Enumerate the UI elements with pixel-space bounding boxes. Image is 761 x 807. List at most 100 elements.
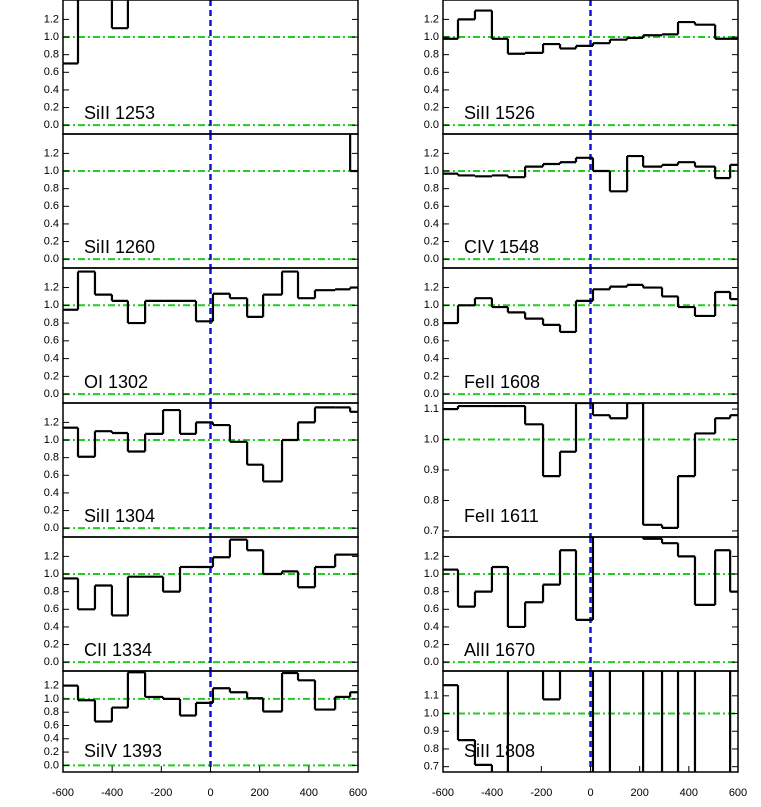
line-label: CIV 1548 — [464, 237, 539, 257]
panel: 0.00.20.4 0.60.81.01.2 -600 -400 -200 0 200 400… — [44, 670, 367, 799]
panel: 0.0 0.2 0.4 0.6 0.8 1.0 1.2 CII 1334 — [44, 536, 359, 672]
y-tick-label: 0.6 — [424, 335, 439, 347]
line-label: FeII 1608 — [464, 372, 540, 392]
y-tick-label: 0.9 — [424, 725, 439, 737]
y-tick-label: 0.0 — [44, 388, 59, 400]
y-tick-label: 1.0 — [44, 568, 59, 580]
line-label: SiII 1253 — [84, 103, 155, 123]
y-tick-label: 1.0 — [44, 434, 59, 446]
x-tick-label: -600 — [432, 787, 454, 799]
y-tick-label: 0.2 — [424, 235, 439, 247]
y-tick-label: 0.8 — [424, 317, 439, 329]
plot-area — [443, 537, 738, 671]
y-tick-label: 1.2 — [424, 147, 439, 159]
y-tick-label: 1.2 — [44, 281, 59, 293]
y-tick-label: 0.0 — [44, 656, 59, 668]
y-tick-label: 0.2 — [44, 504, 59, 516]
y-tick-label: 0.4 — [424, 84, 439, 96]
y-tick-label: 0.4 — [44, 733, 59, 745]
x-tick-label: -400 — [481, 787, 503, 799]
x-tick-label: 200 — [630, 787, 648, 799]
y-tick-label: 0.8 — [44, 183, 59, 195]
plot-area — [443, 268, 738, 403]
y-tick-label: 0.4 — [44, 487, 59, 499]
y-tick-label: 0.8 — [424, 49, 439, 61]
x-tick-label: 400 — [680, 787, 698, 799]
panel: 0.0 0.2 0.4 0.6 0.8 1.0 1.2 SiII 1304 — [44, 402, 359, 538]
y-tick-label: 0.6 — [44, 603, 59, 615]
y-tick-label: 0.0 — [424, 656, 439, 668]
y-tick-label: 0.6 — [44, 335, 59, 347]
y-tick-label: 1.2 — [424, 281, 439, 293]
y-tick-label: 1.2 — [44, 147, 59, 159]
line-label: AlII 1670 — [464, 640, 535, 660]
y-tick-label: 0.4 — [424, 352, 439, 364]
y-tick-label: 1.0 — [424, 299, 439, 311]
y-tick-label: 1.2 — [44, 416, 59, 428]
y-tick-label: 0.0 — [424, 119, 439, 131]
y-tick-label: 0.0 — [44, 759, 59, 771]
line-label: FeII 1611 — [464, 506, 539, 526]
y-tick-label: 0.2 — [44, 235, 59, 247]
y-tick-label: 0.0 — [44, 253, 59, 265]
y-tick-label: 0.2 — [424, 370, 439, 382]
y-tick-label: 1.2 — [424, 550, 439, 562]
y-tick-label: 0.2 — [44, 638, 59, 650]
y-tick-label: 1.2 — [44, 550, 59, 562]
line-label: OI 1302 — [84, 372, 148, 392]
y-tick-label: 0.2 — [424, 638, 439, 650]
x-tick-label: 200 — [250, 787, 268, 799]
y-tick-label: 1.2 — [44, 13, 59, 25]
plot-area — [443, 671, 738, 772]
y-tick-label: 1.2 — [424, 13, 439, 25]
y-tick-label: 0.4 — [424, 218, 439, 230]
panel: 0.0 0.2 0.4 0.6 0.8 1.0 1.2 AlII 1670 — [424, 536, 739, 672]
y-tick-label: 0.6 — [44, 66, 59, 78]
y-tick-label: 0.2 — [44, 101, 59, 113]
x-tick-label: -200 — [530, 787, 552, 799]
y-tick-label: 0.6 — [424, 66, 439, 78]
x-tick-label: -400 — [101, 787, 123, 799]
y-tick-label: 0.6 — [424, 200, 439, 212]
plot-area — [443, 134, 738, 268]
panel: 0.7 0.8 0.9 1.0 1.1 FeII 1611 — [424, 402, 739, 538]
panel: 0.0 0.2 0.4 0.6 0.8 1.0 1.2 SiII 1526 — [424, 0, 739, 135]
y-tick-label: 0.0 — [424, 388, 439, 400]
line-label: SiII 1808 — [464, 741, 535, 761]
y-tick-label: 0.4 — [44, 621, 59, 633]
y-tick-label: 0.8 — [424, 183, 439, 195]
y-tick-label: 1.0 — [44, 693, 59, 705]
panel: 0.7 0.8 0.9 1.0 1.1 -600 -400 -200 0 200 400 600 SiI… — [424, 670, 747, 799]
y-tick-label: 0.4 — [44, 218, 59, 230]
x-tick-label: 600 — [729, 787, 747, 799]
y-tick-label: 0.6 — [424, 603, 439, 615]
y-tick-label: 0.2 — [424, 101, 439, 113]
x-tick-label: 400 — [300, 787, 318, 799]
line-label: SiII 1526 — [464, 103, 535, 123]
panel: 0.0 0.2 0.4 0.6 0.8 1.0 1.2 FeII 1608 — [424, 267, 739, 404]
y-tick-label: 1.0 — [44, 31, 59, 43]
y-tick-label: 0.0 — [44, 119, 59, 131]
y-tick-label: 0.9 — [424, 464, 439, 476]
line-label: SiII 1304 — [84, 506, 155, 526]
y-tick-label: 1.1 — [424, 690, 439, 702]
y-tick-label: 0.4 — [44, 84, 59, 96]
plot-area — [63, 0, 358, 134]
panel: 0.0 0.2 0.4 0.6 0.8 1.0 1.2 CIV 1548 — [424, 133, 739, 269]
y-tick-label: 1.0 — [44, 165, 59, 177]
line-label: CII 1334 — [84, 640, 152, 660]
x-tick-label: 0 — [207, 787, 213, 799]
y-tick-label: 0.8 — [424, 494, 439, 506]
plot-area — [63, 403, 358, 537]
y-tick-label: 1.0 — [424, 568, 439, 580]
line-label: SiIV 1393 — [84, 741, 162, 761]
line-label: SiII 1260 — [84, 237, 155, 257]
y-tick-label: 0.4 — [424, 621, 439, 633]
plot-area — [63, 671, 358, 772]
y-tick-label: 1.0 — [424, 707, 439, 719]
y-tick-label: 0.6 — [44, 200, 59, 212]
x-tick-label: -600 — [52, 787, 74, 799]
y-tick-label: 0.6 — [44, 719, 59, 731]
panel: 0.0 0.2 0.4 0.6 0.8 1.0 1.2 SiII 1260 — [44, 133, 359, 269]
panel: 0.0 0.2 0.4 0.6 0.8 1.0 1.2 OI 1302 — [44, 267, 359, 404]
